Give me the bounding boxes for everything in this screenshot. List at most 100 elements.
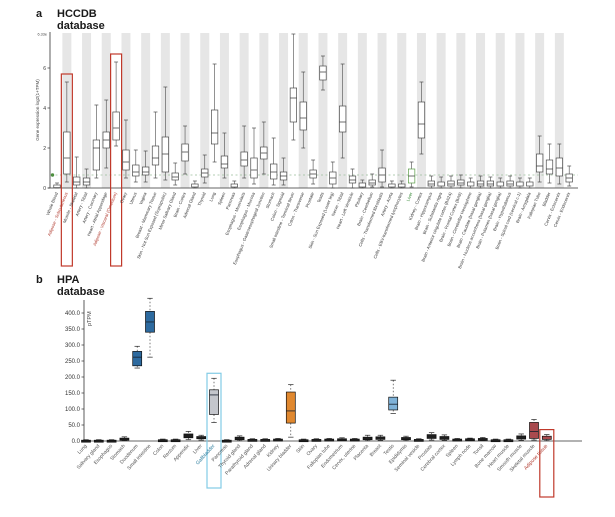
box [349,438,360,442]
box [196,436,207,440]
boxplot-stomach: Stomach [265,137,278,209]
column-stripe [279,33,289,188]
box [183,433,194,439]
boxplot-small-intestine: Small intestine [126,297,155,472]
x-tick-label: Lung [208,191,216,202]
x-tick-label: Breast [369,443,384,458]
box [161,136,169,173]
column-stripe [200,33,210,188]
box [63,131,71,175]
box [92,139,101,171]
column-stripe [259,33,269,188]
x-tick-label: Uterus [128,192,137,206]
column-stripe [515,33,525,188]
box [437,181,445,187]
x-tick-label: Stomach [265,191,276,209]
box [181,143,189,162]
x-tick-label: Thyroid [197,191,207,207]
box [311,439,322,442]
boxplot-skin: Skin [295,438,309,455]
boxplot-gallbladder: Gallbladder [195,372,222,489]
box [93,439,104,443]
box [112,111,120,141]
box [427,180,435,187]
box [388,396,399,411]
column-stripe [82,33,92,188]
box [298,439,309,443]
boxplot-lung: Lung [208,63,219,202]
boxplot-skeletal-muscle: Skeletal muscle [509,419,539,473]
column-stripe [554,33,564,188]
x-tick-label: Pituitary [354,191,365,208]
column-stripe [219,33,229,188]
reference-dot [50,173,55,177]
highlight-frame-red [539,429,555,498]
boxplot-liver: Liver [192,434,207,455]
box [220,155,229,169]
x-tick-label: Liver [192,443,204,455]
box [132,164,140,177]
highlight-frame-red [109,53,123,267]
box [452,438,463,442]
box [426,434,437,439]
box [496,181,504,187]
y-tick-label: 250.0 [65,359,81,365]
column-stripe [239,33,249,188]
box [490,439,501,443]
boxplot-testis: Testis [316,55,327,204]
box [132,351,143,367]
x-tick-label: Liver [405,191,413,202]
box [273,438,283,442]
box [73,176,81,186]
column-stripe [397,33,407,188]
box [270,163,278,180]
box [447,180,455,187]
box [506,180,514,187]
box [289,87,297,123]
box [82,177,91,186]
boxplot-thyroid: Thyroid [197,154,209,207]
box [362,436,373,441]
boxplot-pituitary: Pituitary [354,179,366,208]
box [413,439,424,442]
boxplot-bladder: Bladder [541,143,554,207]
y-tick-label: 300.0 [65,343,81,349]
panel-b-title: HPA database [57,274,105,298]
box [439,436,450,440]
box [209,389,219,415]
x-tick-label: Spleen [217,191,227,206]
box [319,65,327,81]
x-tick-label: Prostate [304,191,315,208]
x-tick-label: Ovary [119,191,128,204]
panel-b-letter: b [36,274,43,286]
box [170,439,181,443]
box [476,180,485,187]
box [398,183,406,188]
box [240,151,248,167]
x-tick-label: Vagina [138,191,148,206]
box [106,439,117,443]
panel-a-title: HCCDB database [57,8,105,32]
hpa-boxplot-chart: 0.0 50.0 100.0 150.0 200.0 250.0 300.0 350.0 400… [65,297,582,498]
boxplot-liver: Liver [405,161,416,202]
column-stripe [318,33,328,188]
x-tick-label: Skin [295,443,306,454]
box [339,105,347,133]
column-stripe [357,33,367,188]
box [417,101,426,139]
box [211,109,219,145]
boxplot-ovary: Ovary [119,119,130,204]
x-tick-label: Pancreas [225,192,236,211]
box [151,145,160,166]
box [368,179,376,186]
box [247,439,258,442]
box [545,159,554,175]
box [81,439,91,443]
box [230,183,238,188]
y-tick-label: 350.0 [65,327,81,333]
box [516,181,524,187]
box [486,180,494,187]
column-stripe [495,33,505,188]
y-tick-label: 0 [43,186,46,192]
